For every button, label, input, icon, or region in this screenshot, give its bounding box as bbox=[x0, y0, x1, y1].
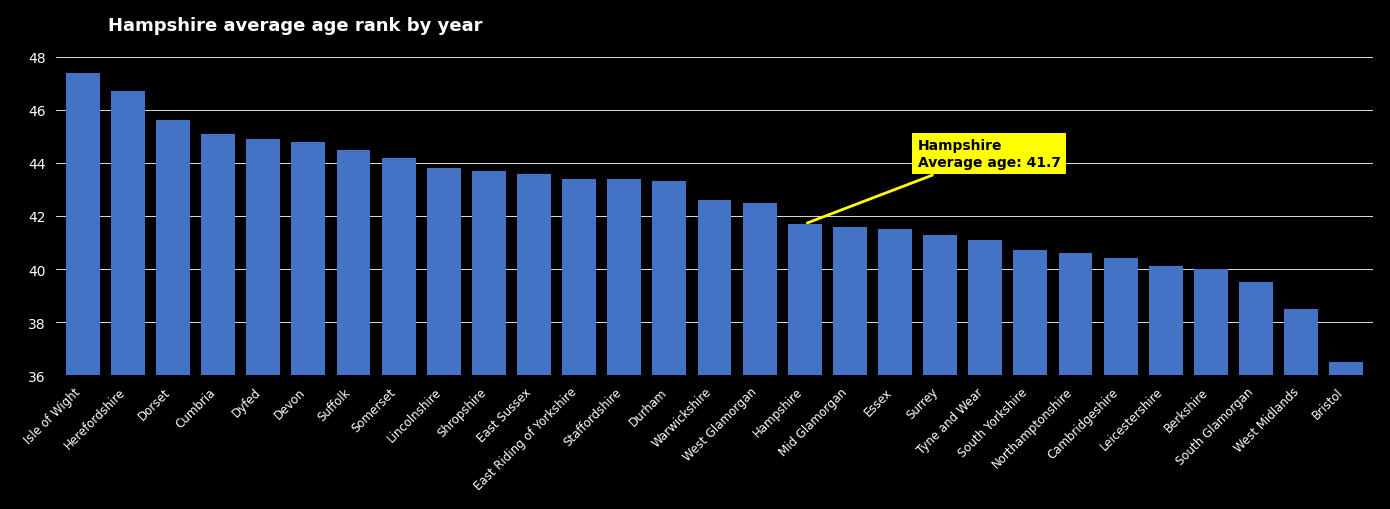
Bar bbox=[65, 74, 100, 509]
Bar bbox=[292, 143, 325, 509]
Bar bbox=[969, 240, 1002, 509]
Bar bbox=[202, 134, 235, 509]
Bar bbox=[1194, 269, 1227, 509]
Bar bbox=[156, 121, 190, 509]
Bar bbox=[517, 174, 550, 509]
Bar bbox=[878, 230, 912, 509]
Text: Hampshire average age rank by year: Hampshire average age rank by year bbox=[108, 17, 482, 35]
Bar bbox=[1013, 251, 1047, 509]
Bar bbox=[1104, 259, 1137, 509]
Bar bbox=[923, 235, 958, 509]
Bar bbox=[788, 224, 821, 509]
Bar bbox=[742, 203, 777, 509]
Bar bbox=[698, 201, 731, 509]
Bar bbox=[833, 227, 867, 509]
Text: Hampshire
Average age: 41.7: Hampshire Average age: 41.7 bbox=[808, 139, 1061, 223]
Bar bbox=[1059, 253, 1093, 509]
Bar bbox=[111, 92, 145, 509]
Bar bbox=[562, 180, 596, 509]
Bar bbox=[607, 180, 641, 509]
Bar bbox=[1148, 267, 1183, 509]
Bar bbox=[652, 182, 687, 509]
Bar bbox=[473, 172, 506, 509]
Bar bbox=[1284, 309, 1318, 509]
Bar bbox=[382, 158, 416, 509]
Bar bbox=[427, 169, 460, 509]
Bar bbox=[246, 140, 281, 509]
Bar bbox=[1238, 282, 1273, 509]
Bar bbox=[1329, 362, 1364, 509]
Bar bbox=[336, 150, 370, 509]
